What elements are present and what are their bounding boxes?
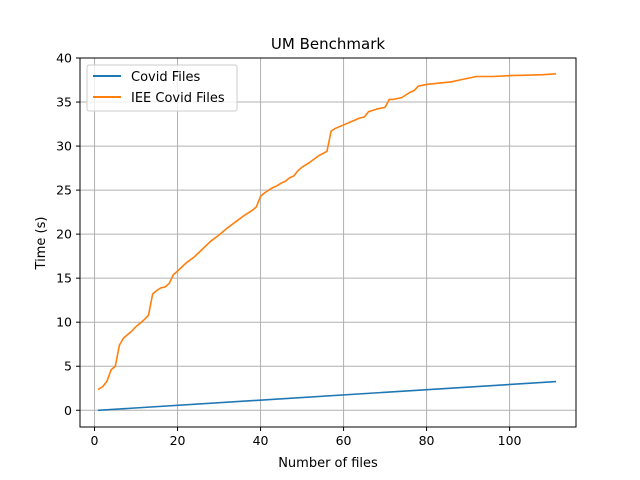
plot-area-frame — [79, 57, 577, 428]
chart-title: UM Benchmark — [271, 35, 385, 53]
y-axis-label: Time (s) — [34, 217, 49, 271]
legend-label-iee-covid-files: IEE Covid Files — [131, 91, 225, 106]
y-tick-label: 35 — [56, 95, 72, 110]
y-tick-label: 10 — [56, 315, 72, 330]
x-tick-label: 0 — [91, 433, 99, 448]
x-tick-label: 20 — [170, 433, 186, 448]
legend-label-covid-files: Covid Files — [131, 70, 200, 85]
series-line-iee-covid-files — [97, 72, 557, 391]
y-tick-label: 20 — [56, 227, 72, 242]
series-lines — [97, 72, 557, 412]
x-tick-label: 60 — [336, 433, 352, 448]
x-tick-label: 100 — [498, 433, 522, 448]
y-tick-label: 5 — [64, 359, 72, 374]
x-tick-label: 40 — [253, 433, 269, 448]
y-tick-label: 15 — [56, 271, 72, 286]
series-line-covid-files — [97, 380, 557, 412]
y-tick-label: 25 — [56, 183, 72, 198]
legend: Covid Files IEE Covid Files — [86, 64, 238, 112]
y-tick-label: 0 — [64, 403, 72, 418]
x-axis-label: Number of files — [278, 456, 378, 471]
axis-ticks: 0 20 40 60 80 100 0 5 10 15 20 25 30 35 40 — [56, 51, 521, 449]
y-tick-label: 40 — [56, 51, 72, 66]
legend-box — [86, 64, 238, 112]
y-tick-label: 30 — [56, 139, 72, 154]
x-tick-label: 80 — [419, 433, 435, 448]
